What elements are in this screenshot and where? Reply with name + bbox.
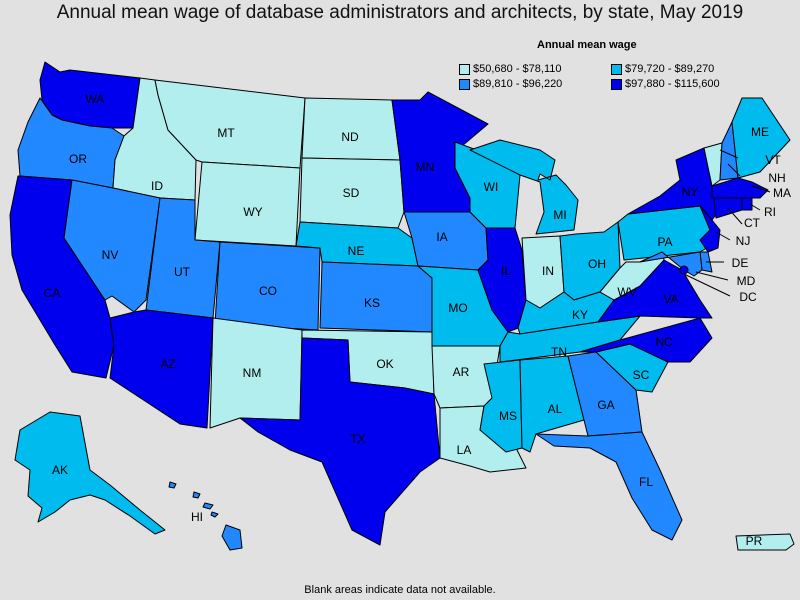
state-label-co: CO [259, 284, 277, 298]
state-az [109, 309, 214, 429]
state-label-md: MD [737, 274, 756, 288]
state-label-ok: OK [376, 357, 393, 371]
state-hi-part [192, 491, 201, 499]
state-ma [711, 177, 769, 199]
state-label-vt: VT [765, 153, 781, 167]
state-il [477, 227, 527, 333]
state-nj [699, 205, 721, 253]
state-label-sc: SC [633, 368, 650, 382]
state-label-ms: MS [499, 409, 517, 423]
state-nc [579, 317, 713, 363]
state-label-la: LA [457, 443, 472, 457]
state-label-wv: WV [617, 285, 636, 299]
legend-label-2: $79,720 - $89,270 [625, 63, 715, 75]
legend-label-1: $50,680 - $78,110 [473, 63, 562, 75]
state-dc [679, 265, 689, 275]
state-hi-part [202, 502, 214, 510]
state-label-al: AL [548, 402, 563, 416]
footnote: Blank areas indicate data not available. [304, 584, 496, 596]
state-label-fl: FL [639, 475, 653, 489]
state-hi-part [210, 511, 219, 518]
state-pr [735, 533, 795, 551]
legend-label-3: $89,810 - $96,220 [473, 78, 563, 90]
state-label-ks: KS [364, 296, 380, 310]
state-wy [194, 161, 301, 247]
state-hi-part [168, 481, 177, 489]
state-label-az: AZ [160, 357, 175, 371]
legend-item-2: $79,720 - $89,270 [611, 63, 714, 75]
state-label-pr: PR [746, 534, 763, 548]
labels-layer: WA OR CA ID NV MT WY UT AZ CO NM ND SD N… [44, 92, 791, 548]
state-label-sd: SD [343, 186, 360, 200]
state-label-wa: WA [86, 92, 105, 106]
state-label-tx: TX [350, 432, 365, 446]
state-label-de: DE [732, 256, 749, 270]
legend-swatch-2 [611, 63, 622, 75]
state-hi [168, 481, 243, 551]
state-label-ga: GA [597, 398, 614, 412]
state-fl [535, 431, 683, 541]
state-hi-part [221, 524, 243, 551]
state-label-wy: WY [243, 205, 262, 219]
state-label-id: ID [151, 179, 163, 193]
state-label-dc: DC [739, 290, 757, 304]
state-label-pa: PA [657, 235, 672, 249]
state-label-ky: KY [572, 308, 588, 322]
state-label-tn: TN [551, 345, 567, 359]
state-label-ca: CA [44, 286, 61, 300]
legend-swatch-4 [611, 78, 622, 90]
state-label-ny: NY [682, 185, 699, 199]
state-ny [627, 147, 719, 221]
state-label-mo: MO [448, 301, 467, 315]
legend-label-4: $97,880 - $115,600 [625, 78, 720, 90]
state-label-mt: MT [217, 126, 235, 140]
state-label-ut: UT [174, 265, 191, 279]
state-nd [301, 97, 401, 161]
state-sd [299, 157, 405, 229]
legend-swatch-3 [459, 78, 470, 90]
state-label-ne: NE [348, 244, 365, 258]
states-layer [9, 61, 795, 551]
state-label-hi: HI [191, 510, 203, 524]
state-label-ma: MA [773, 186, 791, 200]
legend-title: Annual mean wage [537, 39, 637, 51]
state-mi [469, 139, 579, 235]
state-label-mn: MN [416, 160, 435, 174]
state-label-ri: RI [764, 205, 776, 219]
state-label-nh: NH [768, 171, 785, 185]
state-label-in: IN [542, 264, 554, 278]
legend-item-4: $97,880 - $115,600 [611, 78, 720, 90]
state-label-va: VA [663, 292, 678, 306]
state-label-ia: IA [436, 230, 447, 244]
state-label-me: ME [751, 125, 769, 139]
legend-item-3: $89,810 - $96,220 [459, 78, 562, 90]
state-ak [14, 411, 166, 535]
state-label-nj: NJ [736, 234, 751, 248]
state-label-nm: NM [243, 366, 262, 380]
legend-swatch-1 [459, 63, 470, 75]
state-tx [239, 337, 441, 546]
legend-item-1: $50,680 - $78,110 [459, 63, 561, 75]
state-label-oh: OH [588, 257, 606, 271]
state-label-wi: WI [484, 180, 499, 194]
state-label-nd: ND [341, 130, 359, 144]
state-label-ak: AK [52, 463, 68, 477]
state-label-nv: NV [102, 248, 119, 262]
state-label-ct: CT [744, 216, 761, 230]
state-label-ar: AR [453, 365, 470, 379]
state-label-il: IL [501, 264, 511, 278]
map-title: Annual mean wage of database administrat… [56, 2, 744, 23]
state-label-mi: MI [553, 208, 566, 222]
state-label-or: OR [69, 152, 87, 166]
state-label-nc: NC [655, 335, 673, 349]
